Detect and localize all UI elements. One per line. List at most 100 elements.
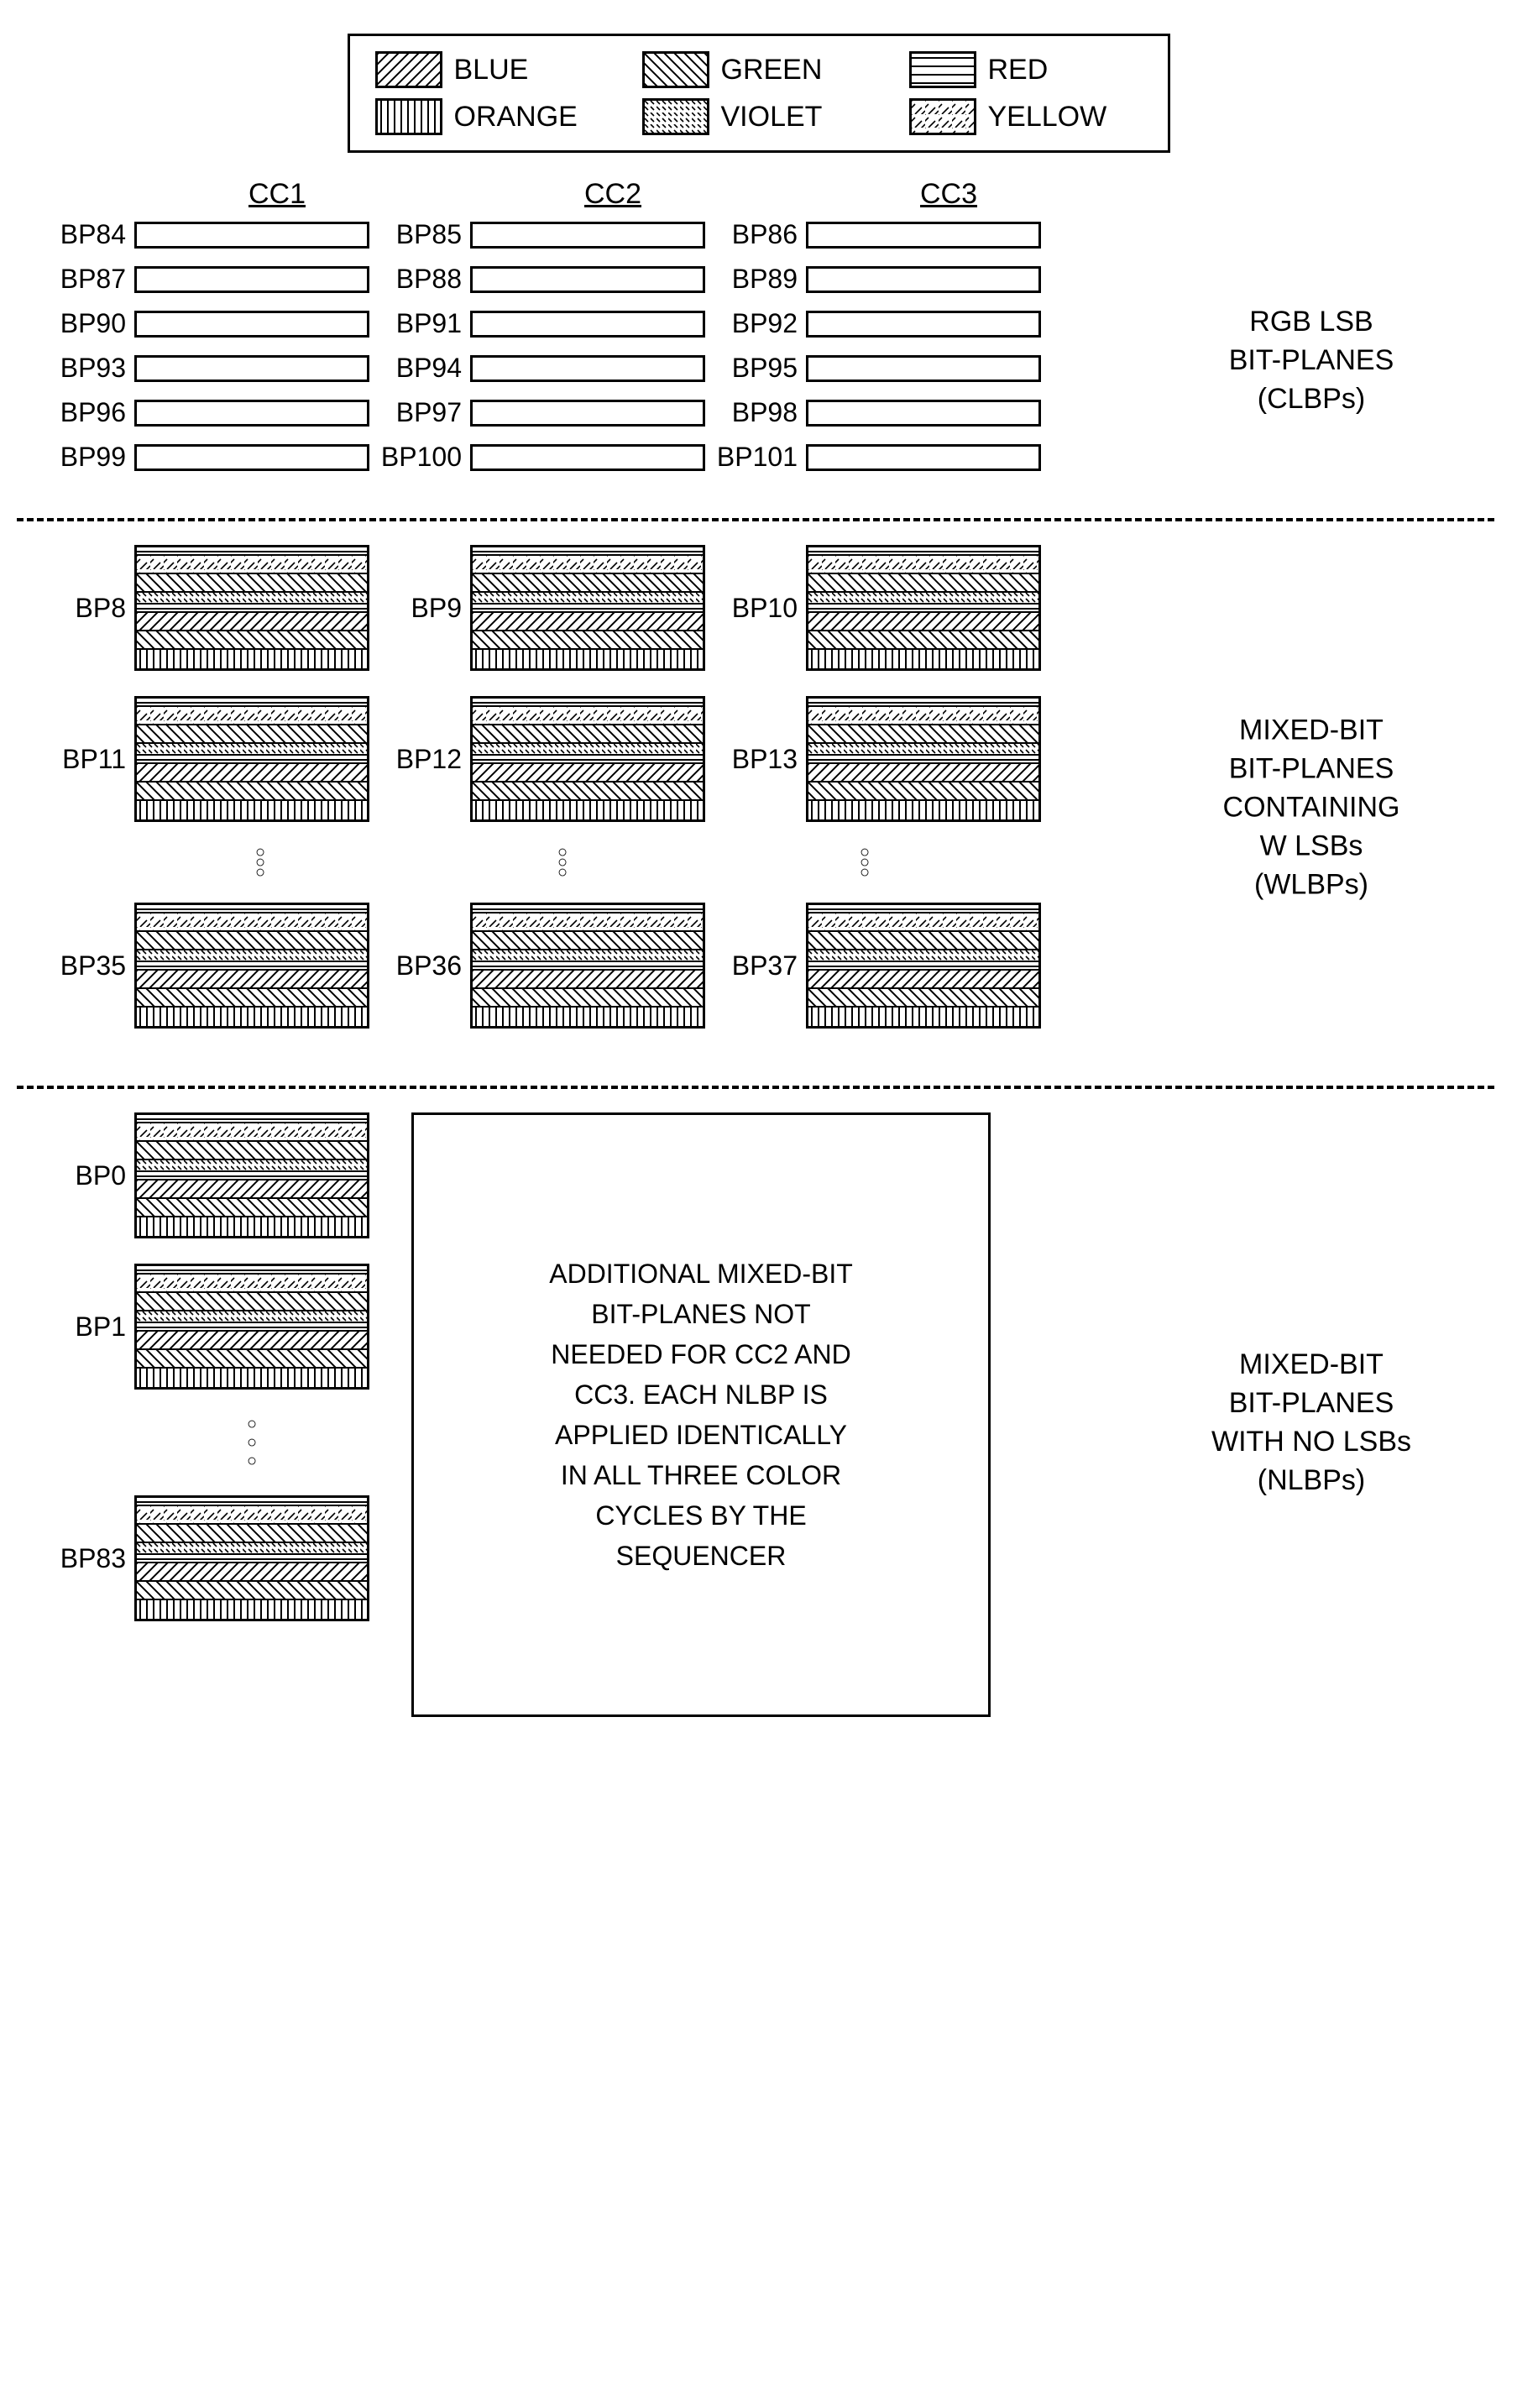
mixed-bitplane-stack — [134, 696, 369, 822]
legend-label: YELLOW — [988, 101, 1107, 133]
bitplane — [806, 311, 1041, 338]
bitplane-label: BP100 — [378, 442, 470, 473]
legend-label: VIOLET — [721, 101, 823, 133]
mixed-bitplane-stack — [806, 696, 1041, 822]
bitplane-label: BP36 — [378, 950, 470, 982]
bitplane — [806, 355, 1041, 382]
legend-label: RED — [988, 54, 1049, 86]
bitplane-label: BP99 — [42, 442, 134, 473]
bitplane-label: BP1 — [42, 1311, 134, 1343]
bitplane-label: BP95 — [714, 353, 806, 384]
column-header: CC2 — [479, 178, 747, 211]
stack-row: BP1 — [42, 1264, 378, 1390]
bitplane-label: BP97 — [378, 397, 470, 428]
bitplane-label: BP87 — [42, 264, 134, 295]
legend-box: BLUE GREEN RED ORANGE VIOLET YELLOW — [348, 34, 1170, 153]
bitplane-label: BP92 — [714, 308, 806, 339]
bitplane-row: BP99 BP100 BP101 — [42, 442, 1475, 473]
legend-item: BLUE — [375, 51, 609, 88]
ellipsis-col: ○○○ — [134, 1415, 369, 1470]
column-headers: CC1 CC2 CC3 — [143, 178, 1133, 211]
bitplane-row: BP87 BP88 BP89 — [42, 264, 1475, 295]
bitplane — [470, 355, 705, 382]
section-wlbps: BP8BP9BP10BP11BP12BP13 ○○○ ○○○ ○○○ BP35B… — [42, 537, 1475, 1079]
bitplane-label: BP94 — [378, 353, 470, 384]
bitplane — [134, 311, 369, 338]
divider-1 — [17, 518, 1494, 521]
bitplane-label: BP93 — [42, 353, 134, 384]
mixed-bitplane-stack — [470, 903, 705, 1029]
bitplane — [806, 266, 1041, 293]
bitplane-label: BP90 — [42, 308, 134, 339]
bitplane — [806, 222, 1041, 249]
bitplane-label: BP96 — [42, 397, 134, 428]
bitplane-label: BP8 — [42, 593, 134, 624]
bitplane-label: BP12 — [378, 744, 470, 775]
legend-swatch — [375, 51, 442, 88]
bitplane-label: BP37 — [714, 950, 806, 982]
legend-swatch — [375, 98, 442, 135]
bitplane-label: BP98 — [714, 397, 806, 428]
bitplane-label: BP9 — [378, 593, 470, 624]
bitplane-label: BP10 — [714, 593, 806, 624]
legend-label: BLUE — [454, 54, 529, 86]
stack-row: BP8 BP9 BP10 — [42, 545, 1475, 671]
column-header: CC1 — [143, 178, 411, 211]
legend-label: GREEN — [721, 54, 823, 86]
section-nlbps: BP0 BP1 ○○○ BP83 ADDITIONAL MIXED-BITBIT-PL… — [42, 1104, 1475, 1742]
section-clbps: BP84 BP85 BP86 BP87 BP88 BP89 BP90 BP91 — [42, 211, 1475, 511]
bitplane-label: BP13 — [714, 744, 806, 775]
stack-row: BP35 BP36 BP37 — [42, 903, 1475, 1029]
bitplane — [470, 400, 705, 427]
bitplane-label: BP85 — [378, 219, 470, 250]
section3-label: MIXED-BITBIT-PLANESWITH NO LSBs(NLBPs) — [1173, 1346, 1450, 1500]
legend-swatch — [909, 51, 976, 88]
legend-label: ORANGE — [454, 101, 578, 133]
section2-label: MIXED-BITBIT-PLANESCONTAININGW LSBs(WLBP… — [1173, 711, 1450, 903]
bitplane-label: BP101 — [714, 442, 806, 473]
bitplane-label: BP84 — [42, 219, 134, 250]
section1-label: RGB LSBBIT-PLANES(CLBPs) — [1173, 303, 1450, 419]
bitplane — [470, 222, 705, 249]
legend-item: VIOLET — [642, 98, 876, 135]
mixed-bitplane-stack — [134, 545, 369, 671]
legend-item: YELLOW — [909, 98, 1143, 135]
bitplane — [134, 444, 369, 471]
bitplane — [470, 266, 705, 293]
bitplane — [134, 266, 369, 293]
mixed-bitplane-stack — [134, 1112, 369, 1238]
bitplane — [470, 311, 705, 338]
bitplane-row: BP84 BP85 BP86 — [42, 219, 1475, 250]
legend-swatch — [642, 51, 709, 88]
mixed-bitplane-stack — [806, 545, 1041, 671]
bitplane — [806, 400, 1041, 427]
mixed-bitplane-stack — [134, 1495, 369, 1621]
bitplane — [134, 400, 369, 427]
legend-item: RED — [909, 51, 1143, 88]
column-header: CC3 — [814, 178, 1083, 211]
legend-item: ORANGE — [375, 98, 609, 135]
bitplane — [806, 444, 1041, 471]
mixed-bitplane-stack — [806, 903, 1041, 1029]
bitplane-label: BP83 — [42, 1543, 134, 1574]
bitplane-label: BP35 — [42, 950, 134, 982]
mixed-bitplane-stack — [470, 696, 705, 822]
bitplane — [470, 444, 705, 471]
divider-2 — [17, 1086, 1494, 1089]
callout-box: ADDITIONAL MIXED-BITBIT-PLANES NOTNEEDED… — [411, 1112, 991, 1717]
bitplane-label: BP89 — [714, 264, 806, 295]
bitplane-label: BP11 — [42, 744, 134, 775]
legend-swatch — [642, 98, 709, 135]
mixed-bitplane-stack — [134, 1264, 369, 1390]
mixed-bitplane-stack — [134, 903, 369, 1029]
stack-row: BP83 — [42, 1495, 378, 1621]
legend-item: GREEN — [642, 51, 876, 88]
bitplane — [134, 222, 369, 249]
bitplane-label: BP88 — [378, 264, 470, 295]
bitplane — [134, 355, 369, 382]
stack-row: BP0 — [42, 1112, 378, 1238]
bitplane-label: BP86 — [714, 219, 806, 250]
mixed-bitplane-stack — [470, 545, 705, 671]
bitplane-label: BP91 — [378, 308, 470, 339]
legend-swatch — [909, 98, 976, 135]
